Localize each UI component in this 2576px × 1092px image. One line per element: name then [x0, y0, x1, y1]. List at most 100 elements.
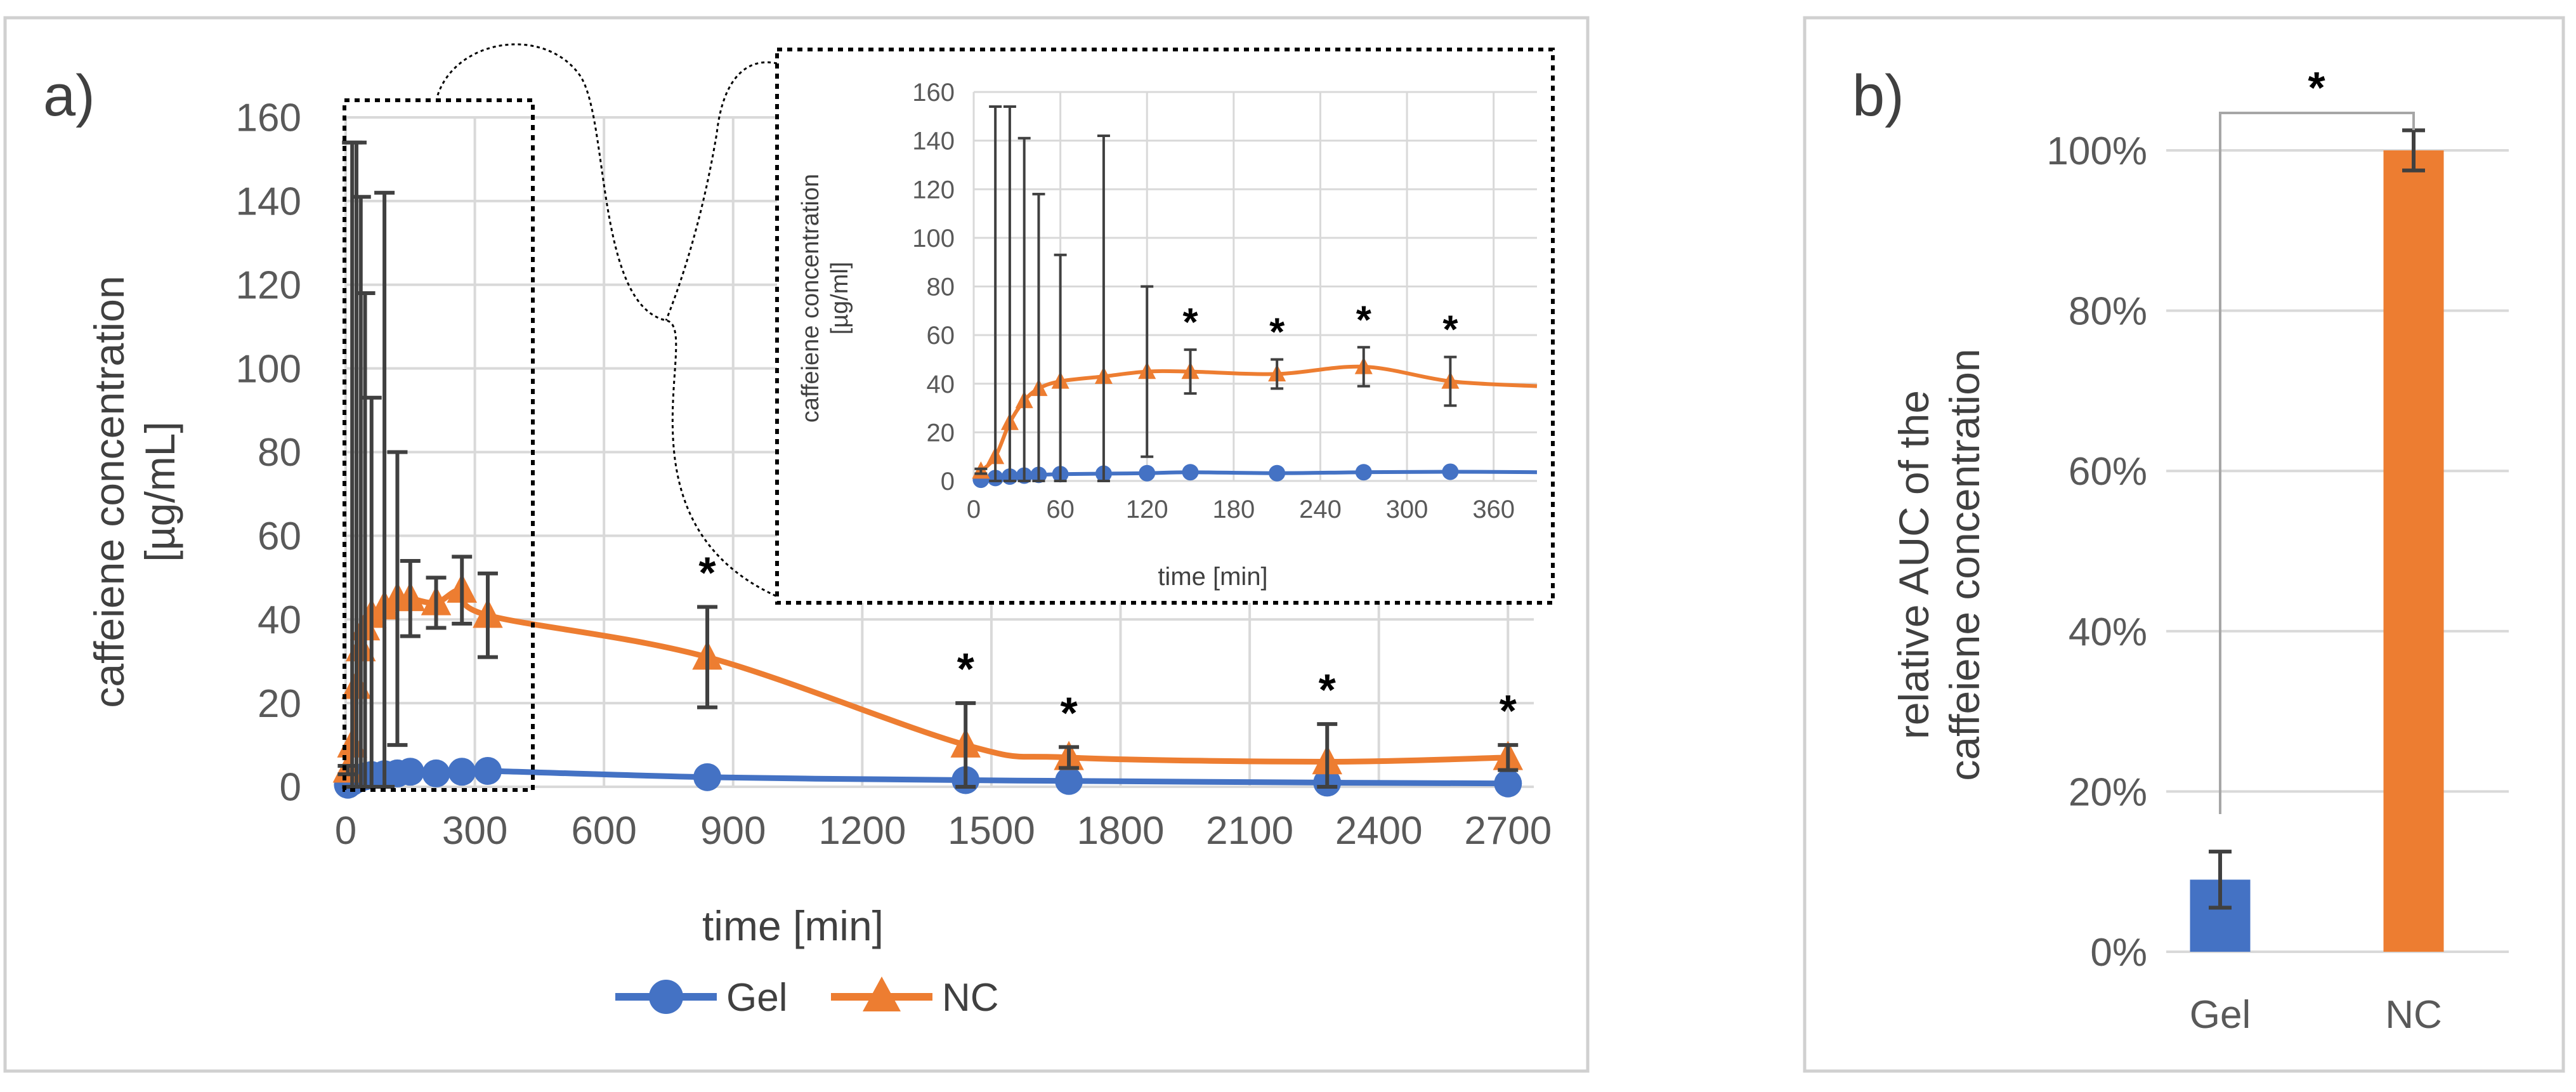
y-tick-label: 140 [236, 180, 301, 224]
y-tick-label: 100 [912, 225, 955, 253]
zoom-region-box [343, 98, 535, 792]
zoom-connector [436, 43, 778, 598]
inset-significance: * * * * * * [1075, 0, 1459, 354]
x-tick-label: 0 [335, 809, 356, 853]
gel-point [473, 756, 502, 785]
main-y-ticks: 0 20 40 60 80 100 120 140 160 [236, 96, 301, 810]
main-series [332, 573, 1524, 799]
y-tick-label: 20 [927, 419, 955, 447]
bar-grid [2166, 149, 2509, 953]
bar-y-tick-label: 100% [2046, 129, 2147, 173]
bar-y-tick-label: 0% [2090, 931, 2147, 975]
y-tick-label: 160 [912, 79, 955, 107]
bar-y-title-line2: caffeiene concentration [1941, 348, 1988, 780]
inset-x-ticks: 0 60 120 180 240 300 360 [967, 496, 1515, 523]
panel-b-label: b) [1852, 63, 1904, 128]
x-tick-label: 600 [571, 809, 636, 853]
x-tick-label: 0 [967, 496, 981, 523]
main-significance: * * * * * [698, 548, 1517, 737]
x-tick-label: 1800 [1077, 809, 1165, 853]
gel-point [1442, 463, 1459, 480]
significance-star: * [1500, 686, 1517, 735]
x-tick-label: 2400 [1335, 809, 1423, 853]
x-tick-label: 360 [1472, 496, 1515, 523]
y-tick-label: 40 [927, 371, 955, 398]
gel-point [1055, 766, 1083, 795]
gel-point [1494, 769, 1522, 798]
legend-gel-label: Gel [726, 976, 787, 1020]
significance-star: * [698, 548, 716, 597]
x-tick-label: 900 [700, 809, 766, 853]
x-tick-label: 300 [442, 809, 507, 853]
main-y-axis-title: caffeiene concentration [µg/mL] [86, 275, 183, 707]
gel-point [1182, 464, 1199, 481]
x-tick-label: 1500 [948, 809, 1035, 853]
x-tick-label: 240 [1299, 496, 1342, 523]
bar-x-tick-label: Gel [2190, 993, 2251, 1037]
inset-y-axis-title: caffeiene concentration [µg/ml] [797, 174, 853, 423]
y-tick-label: 160 [236, 96, 301, 140]
significance-star: * [1118, 0, 1134, 9]
significance-star: * [957, 644, 975, 694]
legend: Gel NC [615, 976, 999, 1020]
bar-y-axis-title: relative AUC of the caffeiene concentrat… [1890, 348, 1988, 780]
y-tick-label: 60 [258, 515, 301, 558]
significance-star: * [1060, 688, 1078, 737]
bar-significance-star: * [2308, 63, 2325, 112]
y-tick-label: 80 [927, 273, 955, 301]
x-tick-label: 300 [1386, 496, 1429, 523]
significance-star: * [1319, 665, 1337, 714]
gel-point [1355, 464, 1372, 481]
y-tick-label: 0 [280, 766, 301, 810]
panel-b-frame [1803, 16, 2565, 1073]
significance-star: * [1269, 310, 1285, 354]
y-tick-label: 0 [941, 468, 955, 496]
bar-y-tick-label: 40% [2069, 610, 2147, 654]
panel-a-label: a) [43, 63, 95, 128]
gel-point [1269, 464, 1286, 482]
gel-point [1139, 464, 1156, 482]
x-tick-label: 1200 [818, 809, 906, 853]
panel-a-frame [3, 16, 1590, 1073]
inset-y-title-line1: caffeiene concentration [797, 174, 824, 423]
bar-y-tick-label: 60% [2069, 450, 2147, 494]
y-tick-label: 140 [912, 128, 955, 155]
bar-x-ticks: Gel NC [2190, 993, 2442, 1037]
significance-star: * [1075, 0, 1090, 9]
bar-y-title-line1: relative AUC of the [1890, 390, 1937, 739]
main-error-bars [337, 140, 1519, 789]
y-tick-label: 60 [927, 322, 955, 350]
bar-y-ticks: 0% 20% 40% 60% 80% 100% [2046, 129, 2147, 975]
main-x-ticks: 0 300 600 900 1200 1500 1800 2100 2400 2700 [335, 809, 1552, 853]
gel-point [693, 763, 722, 791]
x-tick-label: 2700 [1464, 809, 1552, 853]
bar-significance-bracket [2219, 112, 2415, 814]
legend-nc-marker [863, 977, 901, 1011]
series-nc-line [979, 364, 1538, 473]
x-tick-label: 180 [1212, 496, 1255, 523]
significance-star: * [1356, 298, 1372, 342]
x-tick-label: 60 [1046, 496, 1075, 523]
zoom-connector-upper [665, 61, 778, 321]
y-tick-label: 120 [912, 176, 955, 204]
bar-nc [2383, 150, 2444, 952]
y-tick-label: 40 [258, 598, 301, 642]
inset-x-axis-title: time [min] [1158, 563, 1267, 591]
y-tick-label: 80 [258, 431, 301, 475]
bar-y-tick-label: 20% [2069, 770, 2147, 814]
legend-gel-marker [649, 980, 683, 1014]
main-x-axis-title: time [min] [702, 902, 884, 949]
significance-star: * [1182, 301, 1198, 345]
x-tick-label: 120 [1126, 496, 1168, 523]
significance-star: * [1442, 308, 1458, 352]
bar-bars [2190, 128, 2444, 952]
inset-y-ticks: 0 20 40 60 80 100 120 140 160 [912, 79, 955, 496]
y-tick-label: 120 [236, 263, 301, 307]
legend-nc-label: NC [942, 976, 999, 1020]
main-y-title-line2: [µg/mL] [136, 421, 183, 562]
y-tick-label: 20 [258, 682, 301, 726]
gel-point [448, 758, 476, 786]
x-tick-label: 2100 [1206, 809, 1293, 853]
y-tick-label: 100 [236, 347, 301, 391]
